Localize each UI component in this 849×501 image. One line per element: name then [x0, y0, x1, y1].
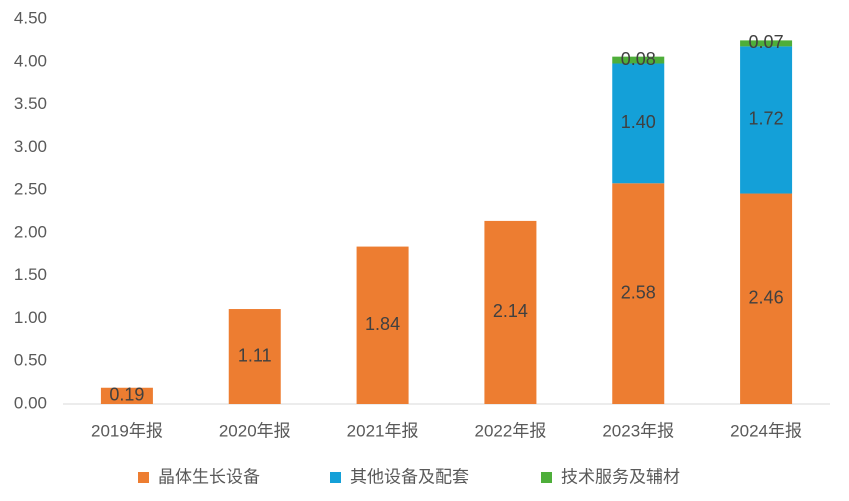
value-label: 1.72 [749, 109, 784, 129]
value-label: 1.11 [238, 345, 272, 365]
bar-segment [740, 40, 793, 47]
legend-swatch [330, 472, 341, 483]
legend-label: 晶体生长设备 [158, 467, 260, 486]
bar-segment [228, 309, 281, 404]
value-label: 2.46 [749, 288, 784, 308]
y-tick-label: 4.00 [14, 51, 47, 70]
y-tick-label: 4.50 [14, 8, 47, 27]
x-tick-label: 2024年报 [730, 421, 802, 440]
y-tick-label: 0.50 [14, 351, 47, 370]
legend-label: 其他设备及配套 [350, 467, 469, 486]
legend-swatch [541, 472, 552, 483]
value-label: 1.84 [365, 314, 400, 334]
y-tick-label: 2.50 [14, 180, 47, 199]
y-tick-label: 1.00 [14, 308, 47, 327]
bar-segment [484, 220, 537, 404]
x-tick-label: 2022年报 [475, 421, 547, 440]
y-tick-label: 0.00 [14, 393, 47, 412]
bar-segment [612, 183, 665, 404]
bar-segment [612, 56, 665, 64]
bar-segment [740, 193, 793, 404]
x-tick-label: 2020年报 [219, 421, 291, 440]
x-tick-label: 2019年报 [91, 421, 163, 440]
y-tick-label: 3.00 [14, 137, 47, 156]
value-label: 0.07 [749, 32, 784, 52]
value-label: 2.58 [621, 282, 656, 302]
bar-segment [100, 387, 153, 404]
y-tick-label: 3.50 [14, 94, 47, 113]
value-label: 2.14 [493, 301, 528, 321]
legend-swatch [138, 472, 149, 483]
y-tick-label: 2.00 [14, 222, 47, 241]
x-tick-label: 2023年报 [602, 421, 674, 440]
bar-segment [356, 246, 409, 404]
x-tick-label: 2021年报 [347, 421, 419, 440]
bar-segment [740, 46, 793, 194]
legend-label: 技术服务及辅材 [561, 467, 680, 486]
y-tick-label: 1.50 [14, 265, 47, 284]
value-label: 0.19 [109, 385, 144, 405]
value-label: 0.08 [621, 49, 656, 69]
value-label: 1.40 [621, 112, 656, 132]
bar-segment [612, 63, 665, 184]
